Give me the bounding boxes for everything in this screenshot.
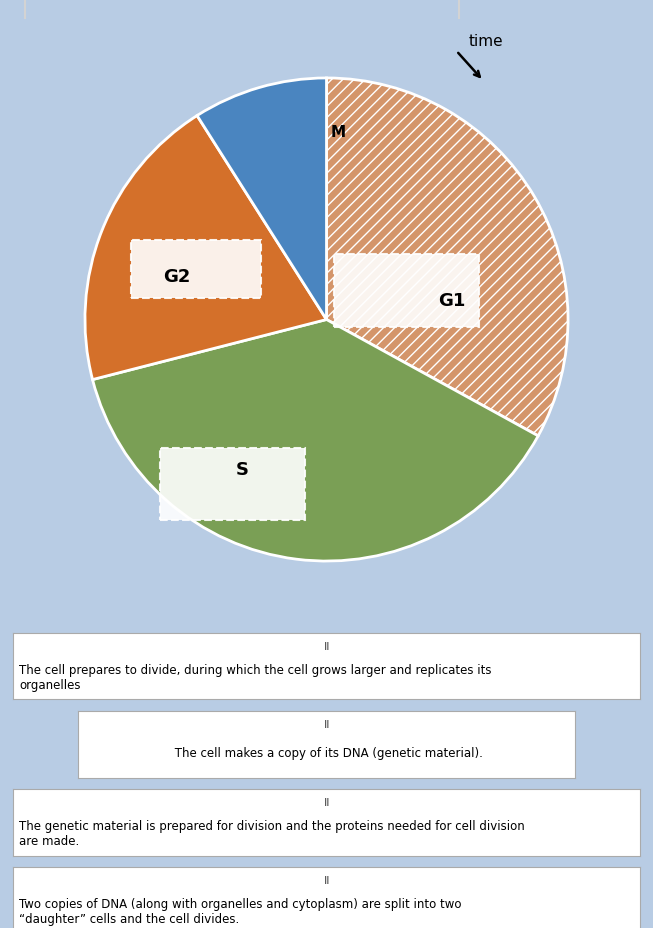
Text: Ⅱ: Ⅱ	[324, 719, 329, 729]
Wedge shape	[85, 116, 326, 380]
Text: time: time	[468, 33, 503, 48]
Text: S: S	[236, 461, 248, 479]
FancyBboxPatch shape	[131, 240, 261, 299]
Text: Two copies of DNA (along with organelles and cytoplasm) are split into two
“daug: Two copies of DNA (along with organelles…	[20, 896, 462, 925]
Wedge shape	[326, 79, 568, 436]
Wedge shape	[197, 79, 326, 320]
Text: M: M	[331, 124, 346, 139]
Text: G2: G2	[163, 268, 191, 286]
Wedge shape	[93, 320, 538, 561]
Text: Ⅱ: Ⅱ	[324, 875, 329, 885]
Text: The cell makes a copy of its DNA (genetic material).: The cell makes a copy of its DNA (geneti…	[170, 746, 483, 759]
Text: The genetic material is prepared for division and the proteins needed for cell d: The genetic material is prepared for div…	[20, 818, 525, 847]
Text: Ⅱ: Ⅱ	[324, 641, 329, 651]
FancyBboxPatch shape	[160, 448, 305, 521]
Text: G1: G1	[438, 292, 466, 310]
Text: The cell prepares to divide, during which the cell grows larger and replicates i: The cell prepares to divide, during whic…	[20, 663, 492, 691]
Text: Ⅱ: Ⅱ	[324, 797, 329, 807]
FancyBboxPatch shape	[334, 255, 479, 328]
